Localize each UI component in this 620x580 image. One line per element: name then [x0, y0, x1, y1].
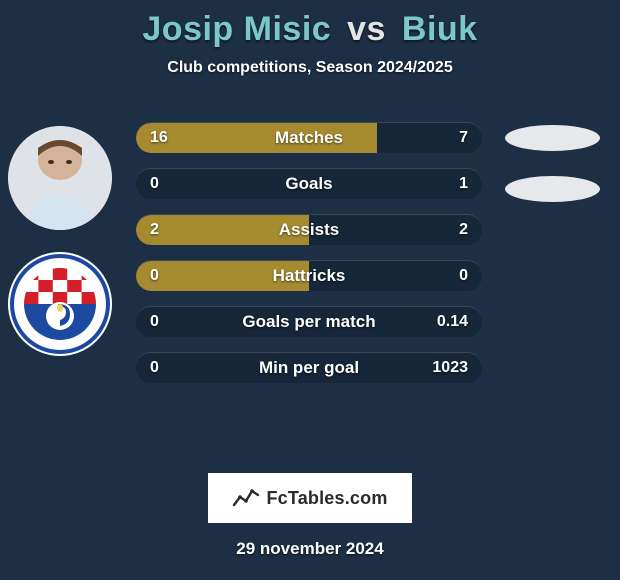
stat-row: 0Goals per match0.14 [136, 306, 482, 337]
stat-value-right: 0.14 [437, 313, 468, 331]
stat-bars: 16Matches70Goals12Assists20Hattricks00Go… [136, 122, 482, 398]
stat-name: Goals per match [136, 312, 482, 332]
stat-value-right: 2 [459, 221, 468, 239]
club-badge [8, 252, 112, 356]
vs-text: vs [347, 10, 386, 48]
player2-name: Biuk [402, 10, 478, 48]
stat-name: Goals [136, 174, 482, 194]
stat-row: 0Hattricks0 [136, 260, 482, 291]
date-text: 29 november 2024 [0, 539, 620, 559]
stat-value-right: 0 [459, 267, 468, 285]
placeholder-oval [505, 125, 600, 151]
stat-value-right: 1 [459, 175, 468, 193]
placeholder-oval [505, 176, 600, 202]
fctables-logo-icon [232, 487, 260, 509]
stat-name: Hattricks [136, 266, 482, 286]
brand-text: FcTables.com [266, 488, 387, 509]
player-avatar [8, 126, 112, 230]
avatar-face-icon [8, 126, 112, 230]
stat-value-right: 1023 [432, 359, 468, 377]
player1-name: Josip Misic [142, 10, 331, 48]
stat-row: 0Goals1 [136, 168, 482, 199]
right-oval-column [505, 125, 600, 227]
stat-name: Assists [136, 220, 482, 240]
stat-row: 2Assists2 [136, 214, 482, 245]
branding-box: FcTables.com [208, 473, 412, 523]
stat-name: Min per goal [136, 358, 482, 378]
club-badge-icon [8, 252, 112, 356]
stat-value-right: 7 [459, 129, 468, 147]
comparison-title: Josip Misic vs Biuk [0, 0, 620, 49]
avatar-column [8, 126, 112, 378]
stat-row: 0Min per goal1023 [136, 352, 482, 383]
subtitle: Club competitions, Season 2024/2025 [0, 59, 620, 77]
stat-name: Matches [136, 128, 482, 148]
stat-row: 16Matches7 [136, 122, 482, 153]
